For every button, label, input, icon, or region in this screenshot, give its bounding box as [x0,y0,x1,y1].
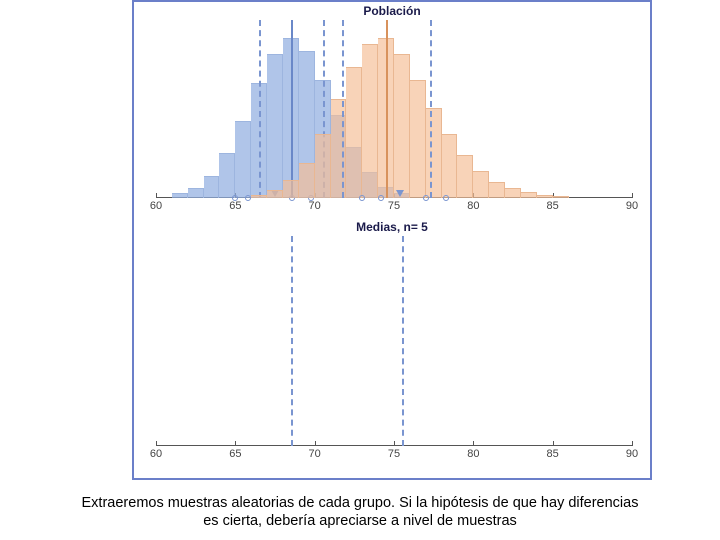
hist-bar-group-a [219,153,235,198]
hist-bar-group-a [267,54,283,198]
hist-bar-group-b [521,192,537,198]
axis-tick [553,441,554,446]
bottom-vline [402,236,404,446]
hist-bar-group-b [426,108,442,198]
axis-tick [632,193,633,198]
caption-line1: Extraeremos muestras aleatorias de cada … [82,495,639,511]
top-panel-title: Población [134,4,650,18]
hist-bar-group-b [362,44,378,198]
hist-bar-group-b [442,134,458,198]
caption: Extraeremos muestras aleatorias de cada … [2,494,718,530]
hist-bar-group-b [394,54,410,198]
axis-tick [632,441,633,446]
ci-line-group-b [342,20,344,198]
axis-tick-label: 90 [626,200,638,212]
bottom-x-axis-labels: 60657075808590 [156,448,632,462]
axis-tick-label: 60 [150,200,162,212]
axis-tick-label: 85 [547,200,559,212]
axis-tick-label: 70 [309,448,321,460]
top-x-axis-labels: 60657075808590 [156,200,632,214]
bottom-vline [291,236,293,446]
mean-line-group-b [386,20,388,198]
sample-marker-triangle [396,190,404,197]
hist-bar-group-b [331,99,347,198]
hist-bar-group-b [410,80,426,198]
hist-bar-group-a [235,121,251,198]
axis-tick [235,441,236,446]
hist-bar-group-b [251,195,267,198]
mean-line-group-a [291,20,293,198]
chart-frame: Población 60 65 70 75 80 85 90 Medias, n= 5 60… [132,0,652,480]
hist-bar-group-b [505,188,521,198]
axis-tick-label: 70 [309,200,321,212]
bottom-panel-title: Medias, n= 5 [134,220,650,234]
hist-bar-group-b [315,134,331,198]
hist-bar-group-b [457,155,473,198]
axis-tick-label: 60 [150,448,162,460]
hist-bar-group-a [172,193,188,198]
axis-tick-label: 85 [547,448,559,460]
ci-line-group-b [430,20,432,198]
axis-tick-label: 75 [388,200,400,212]
hist-bar-group-b [553,196,569,198]
axis-tick [156,193,157,198]
top-panel-plot [156,20,632,198]
axis-tick-label: 80 [467,200,479,212]
hist-bar-group-a [188,188,204,198]
axis-tick [315,441,316,446]
hist-bar-group-b [299,163,315,198]
ci-line-group-a [259,20,261,198]
hist-bar-group-b [267,190,283,198]
hist-bar-group-b [473,171,489,198]
hist-bar-group-b [489,182,505,198]
caption-line2: es cierta, debería apreciarse a nivel de… [203,513,517,529]
axis-tick-label: 75 [388,448,400,460]
axis-tick [156,441,157,446]
hist-bar-group-a [204,176,220,198]
axis-tick-label: 65 [229,448,241,460]
axis-tick-label: 90 [626,448,638,460]
hist-bar-group-b [537,195,553,198]
axis-tick-label: 65 [229,200,241,212]
axis-tick [473,441,474,446]
axis-tick-label: 80 [467,448,479,460]
hist-bar-group-b [283,180,299,198]
bottom-panel-plot [156,236,632,446]
hist-bar-group-b [346,67,362,198]
axis-tick [394,441,395,446]
